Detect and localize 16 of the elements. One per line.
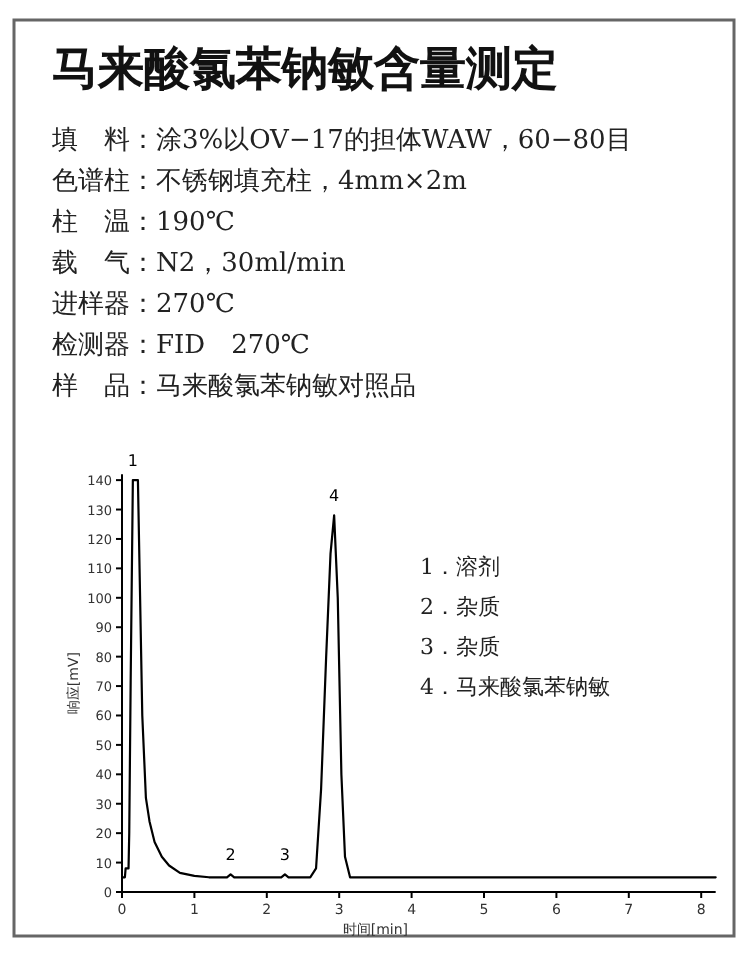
chart-title: 马来酸氯苯钠敏含量测定 bbox=[52, 42, 558, 96]
annotation: 1．溶剂 bbox=[420, 554, 500, 580]
annotation: 4．马来酸氯苯钠敏 bbox=[420, 674, 610, 700]
text: 检测器：FID 270℃ bbox=[52, 331, 310, 361]
chart-subtitle: 填 料：涂3%以OV−17的担体WAW，60−80目 bbox=[50, 126, 632, 156]
text: 载 气：N2，30ml/min bbox=[52, 249, 348, 279]
text: 色谱柱：不锈钢填充柱，4mm×2m bbox=[52, 167, 467, 197]
annotation: 3 bbox=[279, 846, 290, 865]
annotation: 1 bbox=[127, 452, 138, 471]
annotation: 3．杂质 bbox=[420, 634, 500, 660]
annotation: 4 bbox=[329, 487, 340, 506]
text: 柱 温：190℃ bbox=[52, 208, 235, 238]
annotation: 2 bbox=[225, 846, 236, 865]
text: 样 品：马来酸氯苯钠敏对照品 bbox=[52, 372, 416, 402]
text: 进样器：270℃ bbox=[52, 290, 235, 320]
annotation: 2．杂质 bbox=[420, 594, 500, 620]
